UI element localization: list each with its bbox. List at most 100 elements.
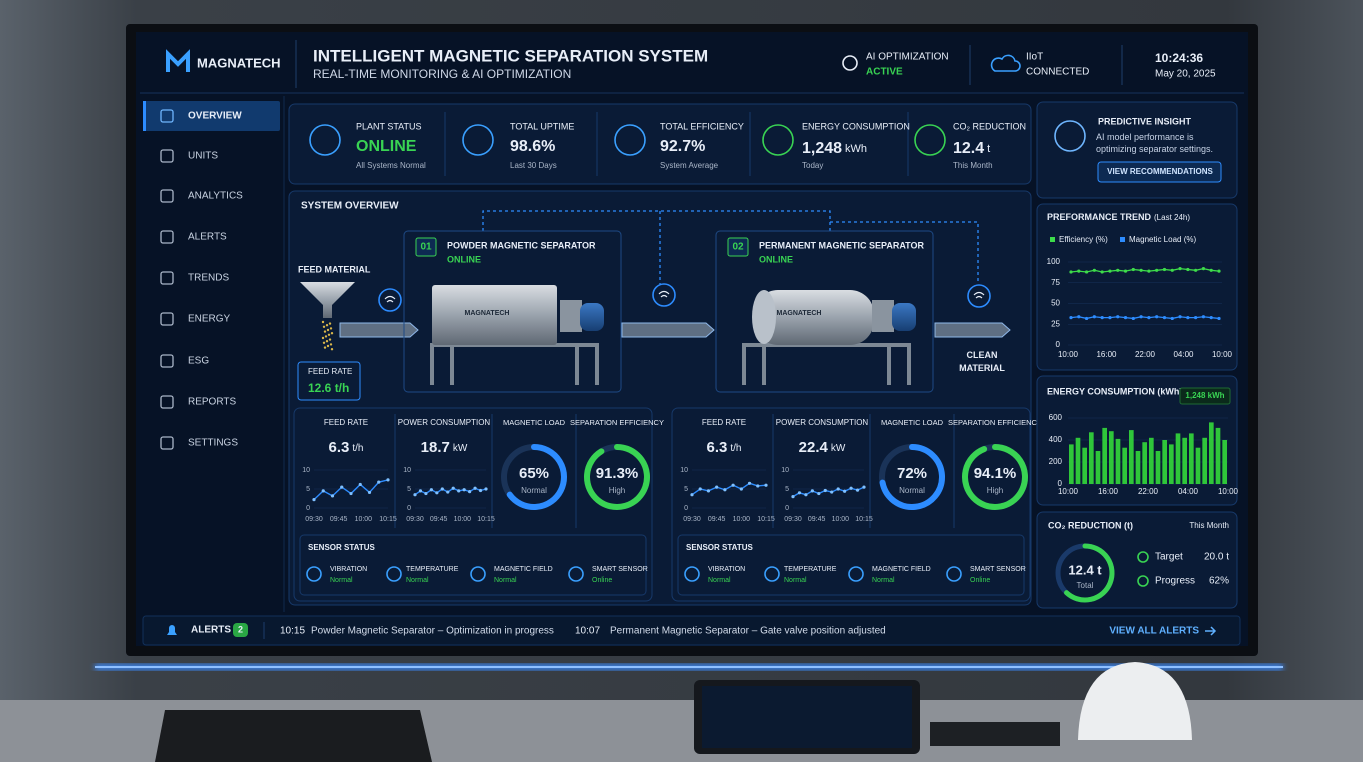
- nav-item[interactable]: ESG: [188, 356, 209, 367]
- x-tick-label: 10:00: [1212, 350, 1233, 359]
- brain-icon: [1054, 120, 1086, 152]
- sensor-icon: [470, 566, 486, 582]
- sparkline-point: [440, 487, 444, 491]
- trend-point: [1069, 316, 1073, 320]
- sparkline-point: [731, 483, 735, 487]
- gauge-status: High: [609, 486, 625, 495]
- nav-icon: [160, 271, 174, 285]
- nav-item[interactable]: ALERTS: [188, 232, 227, 243]
- x-tick-label: 10:00: [1058, 350, 1079, 359]
- nav-icon: [160, 395, 174, 409]
- nav-item[interactable]: UNITS: [188, 151, 218, 162]
- co2-total: Total: [1077, 581, 1094, 590]
- kpi-value-unit: t: [987, 143, 990, 155]
- trend-point: [1116, 315, 1120, 319]
- energy-bar: [1175, 433, 1181, 484]
- nav-item[interactable]: SETTINGS: [188, 438, 238, 449]
- trend-point: [1077, 315, 1081, 319]
- trend-point: [1155, 315, 1159, 319]
- energy-bar: [1122, 447, 1127, 484]
- energy-bar: [1109, 431, 1114, 484]
- x-tick-label: 10:00: [1058, 487, 1079, 496]
- sparkline-point: [862, 485, 866, 489]
- energy-bar: [1095, 451, 1101, 484]
- sparkline-point: [473, 486, 477, 490]
- sensor-status: Normal: [872, 577, 895, 584]
- trend-point: [1069, 270, 1073, 274]
- alerts-link[interactable]: VIEW ALL ALERTS: [1109, 626, 1199, 637]
- trend-point: [1108, 316, 1112, 320]
- nav-icon: [160, 109, 174, 123]
- unit-box: [715, 230, 934, 393]
- feed-particle: [328, 338, 332, 341]
- tablet-screen: [702, 686, 912, 748]
- sparkline-point: [804, 493, 808, 497]
- energy-bar: [1162, 440, 1167, 484]
- sensor-name: MAGNETIC FIELD: [494, 566, 553, 573]
- kpi-value-value: 1,248: [802, 140, 842, 157]
- metric-title: SEPARATION EFFICIENCY: [948, 418, 1042, 427]
- co2-period: This Month: [1189, 521, 1229, 530]
- metric-title: POWER CONSUMPTION: [776, 418, 869, 427]
- iiot-status: CONNECTED: [1026, 67, 1089, 78]
- ai-icon: [842, 55, 858, 71]
- sparkline-point: [747, 481, 752, 485]
- nav-item[interactable]: ENERGY: [188, 314, 231, 325]
- metric-value-unit: kW: [831, 443, 846, 454]
- nav-item[interactable]: OVERVIEW: [188, 111, 242, 122]
- kpi-value-unit: kWh: [845, 143, 867, 155]
- metric-value-unit: kW: [453, 443, 468, 454]
- y-tick-label: 0: [684, 505, 688, 512]
- wireless-icon: [378, 288, 402, 312]
- energy-bar: [1149, 437, 1154, 484]
- sparkline-point: [321, 489, 325, 493]
- bell-icon: [167, 625, 177, 635]
- kpi-icon: [462, 124, 494, 156]
- wireless-icon: [967, 284, 991, 308]
- co2-row-name: Progress: [1155, 576, 1195, 587]
- unit-badge: [727, 237, 749, 257]
- sparkline-point: [457, 489, 461, 493]
- recommendations-button-label[interactable]: VIEW RECOMMENDATIONS: [1107, 167, 1213, 176]
- sensor-name: SMART SENSOR: [970, 566, 1026, 573]
- energy-badge-label: 1,248 kWh: [1185, 391, 1224, 400]
- nav-item[interactable]: REPORTS: [188, 397, 236, 408]
- recommendations-button[interactable]: [1097, 161, 1222, 183]
- kpi-label: CO₂ REDUCTION: [953, 121, 1026, 131]
- trend-point: [1116, 268, 1120, 272]
- output-box: CLEAN MATERIAL: [959, 350, 1005, 373]
- date: May 20, 2025: [1155, 69, 1216, 80]
- sensor-icon: [764, 566, 780, 582]
- sparkline-point: [836, 487, 840, 491]
- energy-bar: [1169, 444, 1174, 484]
- sparkline-point: [386, 478, 390, 482]
- x-tick-label: 10:15: [477, 516, 495, 523]
- cloud-icon: [990, 54, 1021, 72]
- sensor-icon: [306, 566, 322, 582]
- feed-particle: [321, 336, 325, 340]
- sparkline-point: [429, 488, 433, 492]
- nav-item[interactable]: TRENDS: [188, 273, 229, 284]
- alerts-count: 2: [238, 624, 243, 634]
- sensor-title: SENSOR STATUS: [686, 543, 753, 552]
- energy-bar: [1082, 447, 1087, 484]
- kpi-sub: This Month: [953, 161, 993, 170]
- y-tick-label: 25: [1051, 319, 1060, 328]
- energy-bar: [1102, 427, 1107, 484]
- kpi-panel: [288, 103, 1032, 185]
- sparkline-point: [690, 493, 694, 497]
- trend-point: [1108, 269, 1112, 273]
- chair: [155, 710, 432, 762]
- sparkline-point: [715, 485, 719, 489]
- alert-time: 10:15: [280, 626, 305, 637]
- y-tick-label: 0: [407, 505, 411, 512]
- sparkline-point: [484, 487, 488, 491]
- trend-point: [1162, 267, 1167, 272]
- sparkline-point: [367, 490, 372, 495]
- nav-item[interactable]: ANALYTICS: [188, 191, 243, 202]
- sparkline-point: [330, 494, 335, 498]
- sparkline-point: [706, 489, 711, 493]
- energy-bar: [1129, 430, 1134, 484]
- unit-status: ONLINE: [759, 254, 793, 264]
- trend-point: [1217, 316, 1221, 321]
